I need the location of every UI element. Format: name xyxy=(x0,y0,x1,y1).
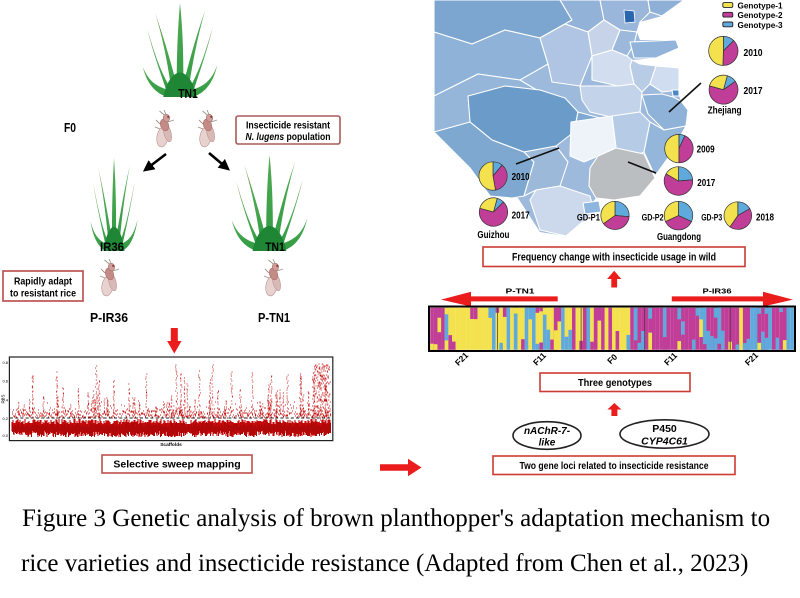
svg-text:rice varieties and insecticide: rice varieties and insecticide resistanc… xyxy=(21,550,749,577)
svg-text:2010: 2010 xyxy=(512,171,530,183)
svg-text:GD-P2: GD-P2 xyxy=(642,213,664,224)
svg-text:GD-P3: GD-P3 xyxy=(701,213,722,224)
svg-text:TN1: TN1 xyxy=(178,86,198,101)
svg-text:P-TN1: P-TN1 xyxy=(506,287,535,296)
svg-text:Three genotypes: Three genotypes xyxy=(578,378,652,389)
svg-text:0.8: 0.8 xyxy=(2,360,8,365)
svg-text:2017: 2017 xyxy=(697,177,715,189)
svg-text:Frequency change with insectic: Frequency change with insecticide usage … xyxy=(512,252,716,264)
svg-text:Figure 3 Genetic analysis of b: Figure 3 Genetic analysis of brown plant… xyxy=(22,505,770,532)
svg-text:Guangdong: Guangdong xyxy=(657,231,701,243)
svg-text:N. lugens population: N. lugens population xyxy=(246,132,331,143)
svg-text:like: like xyxy=(539,438,556,449)
svg-text:2010: 2010 xyxy=(744,47,763,59)
svg-text:2017: 2017 xyxy=(512,210,530,222)
svg-text:IR36: IR36 xyxy=(100,240,124,254)
svg-text:PBS: PBS xyxy=(1,394,6,403)
svg-text:Zhejiang: Zhejiang xyxy=(708,105,742,117)
svg-text:2017: 2017 xyxy=(744,85,763,97)
svg-text:P-TN1: P-TN1 xyxy=(258,311,290,325)
svg-text:Genotype-1: Genotype-1 xyxy=(738,2,783,11)
svg-text:Insecticide resistant: Insecticide resistant xyxy=(246,121,331,132)
svg-text:Guizhou: Guizhou xyxy=(477,229,509,241)
svg-text:Two gene loci related to insec: Two gene loci related to insecticide res… xyxy=(520,460,709,472)
svg-text:Rapidly adapt: Rapidly adapt xyxy=(14,277,73,288)
svg-text:F0: F0 xyxy=(64,121,76,135)
svg-text:P-IR36: P-IR36 xyxy=(703,287,732,296)
svg-text:0.2: 0.2 xyxy=(2,416,8,421)
svg-text:Genotype-3: Genotype-3 xyxy=(738,21,783,30)
svg-text:0.0: 0.0 xyxy=(2,433,8,438)
svg-text:0.6: 0.6 xyxy=(2,379,8,384)
svg-text:GD-P1: GD-P1 xyxy=(577,213,601,224)
svg-text:0.4: 0.4 xyxy=(2,397,8,402)
svg-text:Scaffolds: Scaffolds xyxy=(160,442,182,448)
svg-text:P450: P450 xyxy=(652,423,677,435)
svg-text:Selective sweep mapping: Selective sweep mapping xyxy=(113,459,240,471)
svg-text:TN1: TN1 xyxy=(265,240,285,254)
svg-text:nAChR-7-: nAChR-7- xyxy=(524,426,571,437)
svg-text:2009: 2009 xyxy=(697,144,715,156)
svg-text:CYP4C61: CYP4C61 xyxy=(641,436,688,448)
svg-text:P-IR36: P-IR36 xyxy=(90,311,128,325)
svg-text:2018: 2018 xyxy=(756,212,774,224)
svg-text:Genotype-2: Genotype-2 xyxy=(738,11,783,20)
svg-text:to resistant rice: to resistant rice xyxy=(10,289,76,300)
